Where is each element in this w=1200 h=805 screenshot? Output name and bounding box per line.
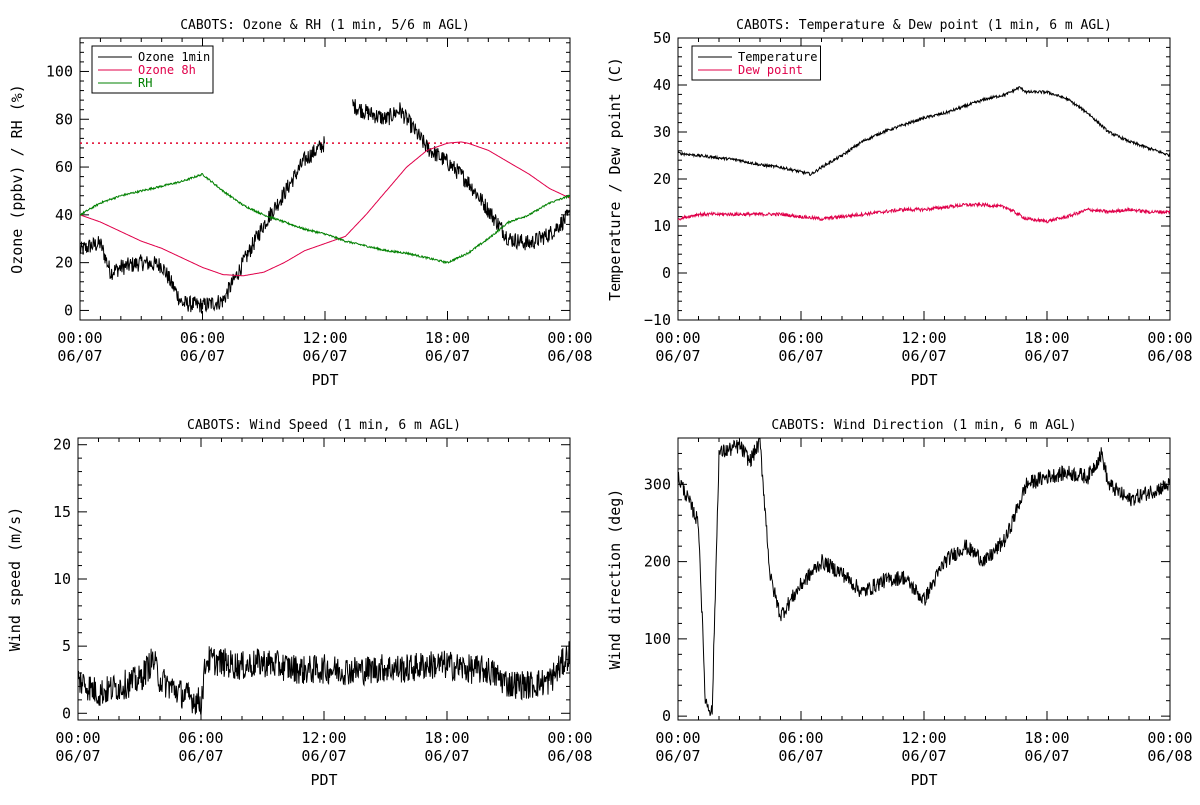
x-tick-label: 06:00 06/07	[180, 329, 225, 365]
x-tick-label: 12:00 06/07	[901, 329, 946, 365]
y-tick-label: 300	[644, 475, 671, 493]
y-tick-label: 10	[53, 570, 71, 588]
legend-label: Temperature	[738, 50, 817, 64]
series-line-ozone-8h	[80, 141, 570, 277]
series-line-data	[678, 438, 1170, 716]
legend-label: Dew point	[738, 63, 803, 77]
x-tick-label: 18:00 06/07	[1024, 329, 1069, 365]
y-tick-label: 100	[46, 62, 73, 80]
y-tick-label: 100	[644, 630, 671, 648]
x-tick-label: 00:00 06/07	[55, 729, 100, 765]
chart-panel-1: CABOTS: Ozone & RH (1 min, 5/6 m AGL) 00:…	[8, 18, 593, 389]
legend-label: Ozone 8h	[138, 63, 196, 77]
y-tick-label: 0	[62, 704, 71, 722]
y-tick-label: 50	[653, 29, 671, 47]
chart-title: CABOTS: Wind Speed (1 min, 6 m AGL)	[187, 418, 461, 433]
y-axis-label: Temperature / Dew point (C)	[606, 57, 624, 301]
x-tick-label: 06:00 06/07	[178, 729, 223, 765]
y-tick-label: 10	[653, 217, 671, 235]
x-axis-label: PDT	[910, 371, 937, 389]
legend-box	[691, 45, 821, 81]
y-tick-label: 30	[653, 123, 671, 141]
y-tick-label: 0	[64, 301, 73, 319]
y-tick-label: 40	[653, 76, 671, 94]
legend-label: RH	[138, 76, 152, 90]
y-tick-label: 15	[53, 503, 71, 521]
x-tick-label: 00:00 06/08	[547, 729, 592, 765]
y-tick-label: 0	[662, 707, 671, 725]
x-tick-label: 00:00 06/07	[655, 329, 700, 365]
legend-label: Ozone 1min	[138, 50, 210, 64]
x-tick-label: 00:00 06/08	[1147, 329, 1192, 365]
y-axis-label: Wind speed (m/s)	[6, 507, 24, 652]
x-tick-label: 00:00 06/07	[57, 329, 102, 365]
series-line-dew-point	[678, 201, 1170, 224]
x-axis-label: PDT	[910, 771, 937, 789]
y-tick-label: 200	[644, 553, 671, 571]
y-tick-label: 20	[653, 170, 671, 188]
x-tick-label: 00:00 06/07	[655, 729, 700, 765]
plot-frame	[677, 437, 1171, 721]
chart-title: CABOTS: Ozone & RH (1 min, 5/6 m AGL)	[180, 18, 470, 33]
x-tick-label: 00:00 06/08	[1147, 729, 1192, 765]
x-tick-label: 18:00 06/07	[424, 729, 469, 765]
x-axis-label: PDT	[310, 771, 337, 789]
series-line-rh	[80, 172, 570, 265]
x-tick-label: 06:00 06/07	[778, 329, 823, 365]
y-tick-label: 0	[662, 264, 671, 282]
y-tick-label: 20	[53, 436, 71, 454]
y-tick-label: 40	[55, 206, 73, 224]
y-tick-label: 20	[55, 254, 73, 272]
x-tick-label: 18:00 06/07	[425, 329, 470, 365]
y-tick-label: 60	[55, 158, 73, 176]
chart-panel-2: CABOTS: Temperature & Dew point (1 min, …	[606, 18, 1193, 389]
series-line-data	[78, 641, 570, 716]
x-tick-label: 00:00 06/08	[547, 329, 592, 365]
chart-panel-4: CABOTS: Wind Direction (1 min, 6 m AGL) 0…	[606, 418, 1193, 789]
x-tick-label: 18:00 06/07	[1024, 729, 1069, 765]
y-tick-label: −10	[644, 311, 671, 329]
y-axis-label: Ozone (ppbv) / RH (%)	[8, 84, 26, 274]
series-line-ozone-1min	[80, 99, 570, 314]
x-tick-label: 06:00 06/07	[778, 729, 823, 765]
x-tick-label: 12:00 06/07	[901, 729, 946, 765]
y-tick-label: 80	[55, 110, 73, 128]
chart-title: CABOTS: Temperature & Dew point (1 min, …	[736, 18, 1112, 33]
x-tick-label: 12:00 06/07	[302, 329, 347, 365]
y-tick-label: 5	[62, 637, 71, 655]
y-axis-label: Wind direction (deg)	[606, 489, 624, 670]
x-tick-label: 12:00 06/07	[301, 729, 346, 765]
chart-panel-3: CABOTS: Wind Speed (1 min, 6 m AGL) 00:00…	[6, 418, 593, 789]
series-line-temperature	[678, 85, 1170, 177]
chart-title: CABOTS: Wind Direction (1 min, 6 m AGL)	[771, 418, 1076, 433]
x-axis-label: PDT	[311, 371, 338, 389]
